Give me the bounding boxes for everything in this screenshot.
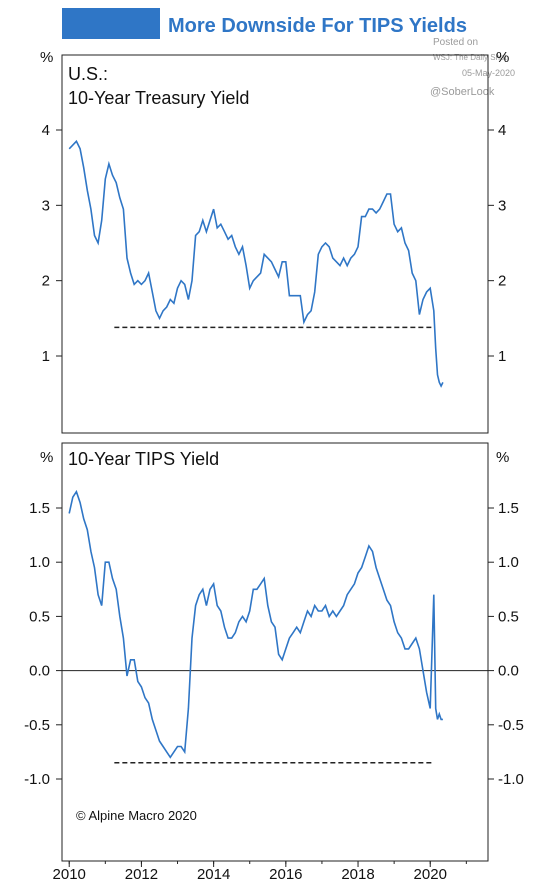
top-panel-title: U.S.: xyxy=(68,64,108,84)
top-y-tick-label-right: 4 xyxy=(498,122,506,139)
x-tick-label: 2016 xyxy=(269,866,302,883)
top-panel-frame xyxy=(61,54,489,434)
bottom-y-tick-label-left: -0.5 xyxy=(24,717,50,734)
chart-main-title: More Downside For TIPS Yields xyxy=(168,15,467,37)
top-left-unit-label: % xyxy=(40,49,53,66)
x-tick-label: 2018 xyxy=(341,866,374,883)
top-panel-subtitle: 10-Year Treasury Yield xyxy=(68,88,249,108)
x-tick-label: 2014 xyxy=(197,866,230,883)
top-y-tick-label-left: 4 xyxy=(42,122,50,139)
bottom-left-unit-label: % xyxy=(40,449,53,466)
x-tick-label: 2012 xyxy=(125,866,158,883)
header-color-block xyxy=(62,8,160,39)
treasury-yield-line xyxy=(68,139,444,388)
bottom-y-tick-label-right: 1.0 xyxy=(498,554,519,571)
x-tick-label: 2020 xyxy=(414,866,447,883)
bottom-right-unit-label: % xyxy=(496,449,509,466)
top-y-tick-label-right: 2 xyxy=(498,273,506,290)
top-right-unit-label: % xyxy=(496,49,509,66)
watermark-handle: @SoberLook xyxy=(430,86,495,98)
copyright-text: © Alpine Macro 2020 xyxy=(76,808,197,823)
bottom-panel-frame xyxy=(61,442,489,862)
bottom-y-tick-label-right: 0.5 xyxy=(498,608,519,625)
bottom-y-tick-label-left: 0.5 xyxy=(29,608,50,625)
top-y-tick-label-left: 2 xyxy=(42,273,50,290)
tips-yield-line xyxy=(68,489,443,759)
bottom-y-tick-label-left: 0.0 xyxy=(29,663,50,680)
treasury-yield-panel: % % U.S.: 10-Year Treasury Yield 1 1 2 2 3 3 4… xyxy=(40,49,509,434)
bottom-y-tick-label-left: -1.0 xyxy=(24,771,50,788)
bottom-panel-title: 10-Year TIPS Yield xyxy=(68,449,219,469)
watermark-posted-on: Posted on xyxy=(433,37,478,48)
x-tick-label: 2010 xyxy=(53,866,86,883)
top-y-tick-label-left: 3 xyxy=(42,197,50,214)
top-y-tick-label-right: 3 xyxy=(498,197,506,214)
watermark-source: WSJ: The Daily Shot xyxy=(433,53,507,62)
bottom-y-tick-label-left: 1.0 xyxy=(29,554,50,571)
bottom-y-ticks: 1.5 1.5 1.0 1.0 0.5 0.5 0.0 0.0 -0.5 -0.5 -1.0 -1.0 xyxy=(24,500,524,788)
bottom-y-tick-label-left: 1.5 xyxy=(29,500,50,517)
tips-yield-panel: % % 10-Year TIPS Yield 1.5 1.5 1.0 1.0 0.5 0.… xyxy=(24,442,524,862)
top-y-ticks: 1 1 2 2 3 3 4 4 xyxy=(42,122,507,365)
bottom-y-tick-label-right: -1.0 xyxy=(498,771,524,788)
bottom-y-tick-label-right: -0.5 xyxy=(498,717,524,734)
bottom-y-tick-label-right: 1.5 xyxy=(498,500,519,517)
watermark-date: 05-May-2020 xyxy=(462,68,515,78)
top-y-tick-label-right: 1 xyxy=(498,348,506,365)
top-y-tick-label-left: 1 xyxy=(42,348,50,365)
x-axis-ticks: 2010 2012 2014 2016 2018 2020 xyxy=(53,861,467,883)
bottom-y-tick-label-right: 0.0 xyxy=(498,663,519,680)
